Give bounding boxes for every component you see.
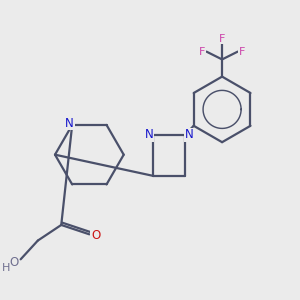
Text: F: F xyxy=(219,34,225,44)
Text: O: O xyxy=(9,256,18,269)
Text: F: F xyxy=(239,46,245,57)
Text: F: F xyxy=(199,46,205,57)
Text: O: O xyxy=(91,229,100,242)
Text: N: N xyxy=(184,128,194,141)
Text: H: H xyxy=(2,263,10,273)
Text: N: N xyxy=(145,128,153,141)
Text: N: N xyxy=(65,117,74,130)
